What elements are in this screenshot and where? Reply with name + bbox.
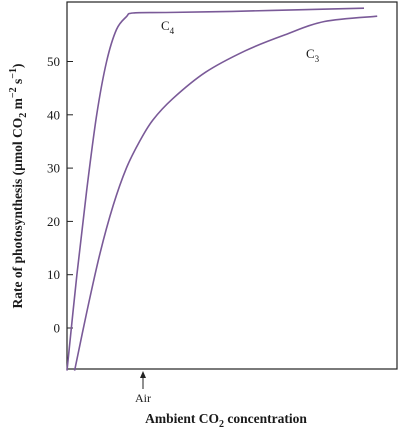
plot-frame xyxy=(66,1,398,370)
y-tick-label: 0 xyxy=(54,321,61,336)
curves xyxy=(66,7,378,371)
curve-c4 xyxy=(66,7,365,371)
air-annotation: Air xyxy=(135,371,151,405)
y-tick-label: 40 xyxy=(47,107,60,122)
y-axis-ticks: 0 10 20 30 40 50 xyxy=(47,54,73,336)
curve-label-c4: C4 xyxy=(161,18,175,36)
y-tick-label: 50 xyxy=(47,54,60,69)
y-tick-label: 20 xyxy=(47,214,60,229)
air-label: Air xyxy=(135,391,151,405)
y-axis-title: Rate of photosynthesis (µmol CO2 m−2 s−1… xyxy=(8,64,29,309)
x-axis-title: Ambient CO2 concentration xyxy=(145,411,307,430)
y-tick-label: 30 xyxy=(47,161,60,176)
curve-label-c3: C3 xyxy=(306,46,320,64)
curve-c3 xyxy=(73,15,378,371)
air-arrowhead xyxy=(140,371,146,378)
y-tick-label: 10 xyxy=(47,267,60,282)
